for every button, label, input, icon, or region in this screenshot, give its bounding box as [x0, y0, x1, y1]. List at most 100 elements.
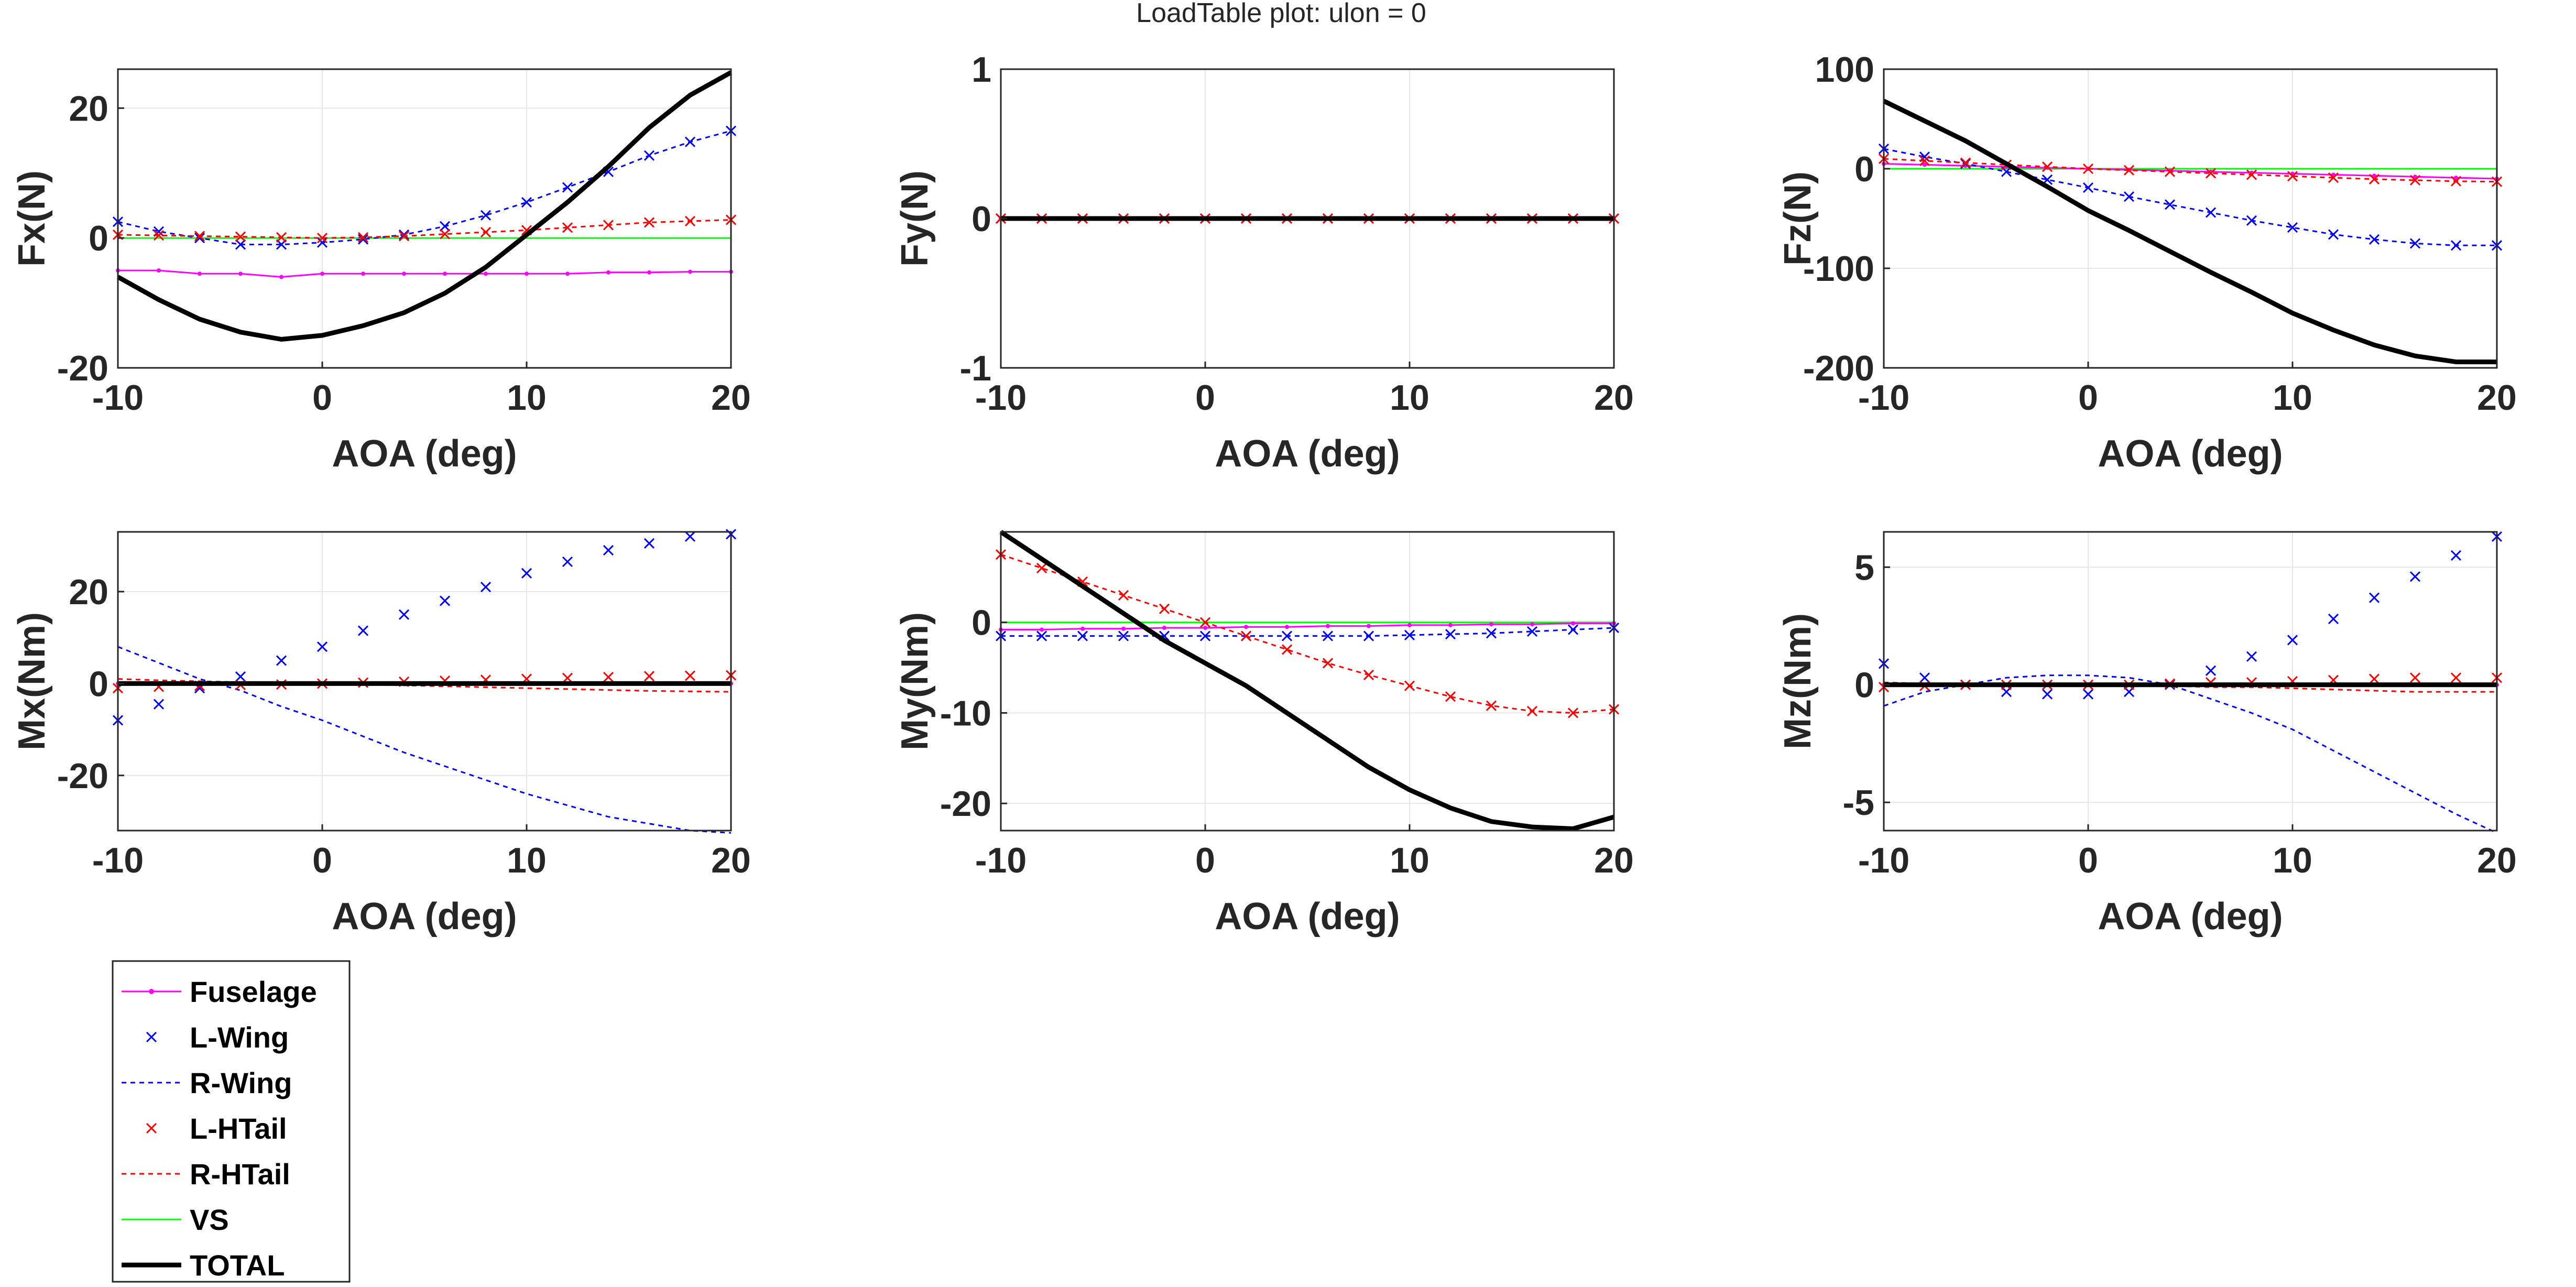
series-line-fuselage [1001, 623, 1614, 630]
data-point-l-htail [603, 672, 614, 683]
series-r-htail [1883, 158, 2497, 183]
legend-entry-vs: VS [122, 1203, 229, 1236]
series-fuselage [999, 621, 1616, 632]
data-point-l-wing [2287, 635, 2298, 646]
legend-box [112, 960, 351, 1283]
x-tick-label: 20 [2477, 841, 2517, 880]
data-point-l-wing [439, 221, 451, 232]
data-point-l-htail [684, 670, 696, 681]
data-point-l-htail [2368, 673, 2380, 684]
data-point-fuselage [1571, 621, 1575, 626]
y-tick-label: 0 [89, 664, 108, 704]
data-point-l-htail [684, 215, 696, 227]
x-tick-label: 10 [1390, 378, 1429, 418]
x-tick-label: -10 [92, 841, 144, 880]
y-tick-label: 0 [972, 199, 991, 239]
legend-symbol-dot [149, 989, 154, 994]
data-point-l-htail [1199, 617, 1211, 628]
data-point-l-wing [684, 136, 696, 147]
y-tick-label: -20 [940, 784, 991, 824]
y-tick-label: -200 [1803, 348, 1874, 388]
series-line-r-wing [1001, 627, 1614, 637]
series-r-wing [1001, 627, 1614, 637]
legend-entry-l-wing: L-Wing [146, 1021, 289, 1054]
data-point-l-wing [480, 582, 492, 593]
y-tick-label: -20 [57, 756, 108, 796]
data-point-l-htail [562, 672, 573, 683]
data-point-l-wing [316, 237, 328, 248]
legend-symbol [146, 1122, 157, 1134]
data-point-l-htail [562, 222, 573, 233]
x-tick-label: 0 [312, 841, 332, 880]
axes-box [1000, 531, 1615, 832]
data-point-l-htail [1567, 707, 1579, 718]
subplot-fx: -10 0 10 20 -20 0 20 AOA (deg) Fx(N) [11, 68, 751, 475]
series-l-wing [112, 529, 737, 726]
data-point-l-wing [2246, 215, 2257, 226]
legend-label: R-Wing [190, 1066, 292, 1099]
axes-box [117, 68, 732, 369]
data-point-l-wing [2328, 229, 2339, 240]
x-axis-label: AOA (deg) [1215, 433, 1400, 475]
data-point-l-htail [1960, 157, 1971, 168]
series-line-r-htail [1883, 158, 2497, 183]
data-point-l-htail [1919, 155, 1930, 166]
data-point-l-wing [2164, 199, 2176, 210]
y-tick-label: -100 [1803, 249, 1874, 289]
y-axis-label: Fz(N) [1777, 171, 1819, 266]
data-point-l-wing [603, 545, 614, 556]
data-point-l-wing [398, 609, 410, 620]
data-point-fuselage [1285, 625, 1289, 629]
data-point-l-wing [521, 197, 532, 208]
data-point-fuselage [443, 271, 447, 276]
data-point-fuselage [525, 271, 529, 276]
data-point-l-htail [235, 231, 246, 242]
data-point-l-htail [153, 230, 165, 241]
y-tick-label: 0 [972, 603, 991, 643]
series-line-r-wing [1883, 674, 2497, 834]
y-tick-label: 0 [1854, 149, 1874, 189]
data-point-l-htail [1445, 691, 1456, 702]
data-point-l-wing [1036, 630, 1047, 641]
data-point-l-htail [480, 226, 492, 238]
data-point-l-wing [2450, 240, 2462, 251]
legend-entry-r-wing: R-Wing [122, 1066, 292, 1099]
x-axis-label: AOA (deg) [1215, 896, 1400, 937]
data-point-l-wing [2328, 613, 2339, 625]
data-point-l-wing [2082, 182, 2094, 193]
data-point-fuselage [1489, 622, 1493, 627]
series-fuselage [116, 268, 733, 279]
x-tick-label: 10 [507, 378, 547, 418]
data-point-fuselage [361, 271, 365, 276]
x-tick-label: 0 [2078, 841, 2098, 880]
data-point-l-wing [2205, 665, 2217, 676]
data-point-l-htail [2205, 168, 2217, 179]
legend-label: L-HTail [190, 1112, 287, 1145]
axes-box [1883, 68, 2498, 369]
y-tick-label: -20 [57, 348, 108, 388]
data-point-l-htail [1281, 644, 1293, 655]
data-point-l-wing [2409, 571, 2421, 582]
series-r-wing [1883, 674, 2497, 834]
data-point-l-wing [1118, 630, 1129, 641]
x-axis-label: AOA (deg) [2098, 896, 2283, 937]
data-point-l-wing [2368, 234, 2380, 245]
data-point-fuselage [1244, 625, 1248, 629]
subplot-mz: -10 0 10 20 -5 0 5 AOA (deg) Mz(Nm) [1777, 531, 2517, 937]
y-axis-label: Fy(N) [894, 170, 936, 267]
data-point-l-wing [562, 556, 573, 568]
data-point-l-wing [1322, 630, 1334, 641]
y-tick-label: 5 [1854, 548, 1874, 587]
data-point-l-htail [2164, 166, 2176, 177]
data-point-l-htail [1486, 700, 1497, 711]
series-line-r-htail [117, 219, 732, 239]
data-point-l-wing [2246, 651, 2257, 662]
data-point-fuselage [647, 270, 651, 275]
data-point-l-wing [2368, 592, 2380, 603]
data-point-l-htail [2409, 672, 2421, 683]
data-point-fuselage [1121, 626, 1126, 631]
y-axis-label: Mx(Nm) [11, 612, 53, 750]
data-point-fuselage [1326, 624, 1330, 628]
y-tick-label: 20 [69, 89, 108, 128]
